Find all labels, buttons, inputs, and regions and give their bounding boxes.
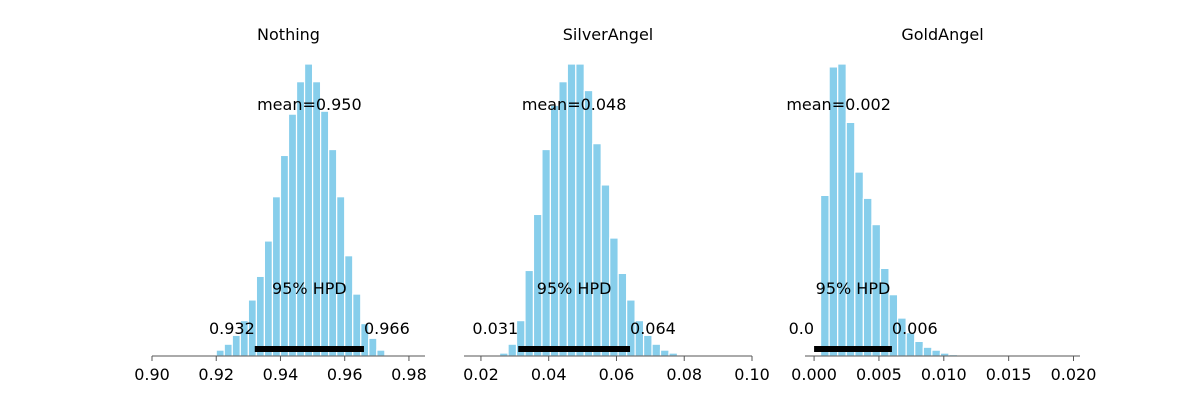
histogram-bar xyxy=(368,337,378,357)
histogram-bar xyxy=(931,349,942,357)
x-tick-label: 0.005 xyxy=(856,365,902,384)
x-tick-label: 0.020 xyxy=(1051,365,1097,384)
hpd-lower-label: 0.932 xyxy=(209,319,255,338)
histogram-bar xyxy=(376,349,386,357)
histogram-bar xyxy=(271,196,282,357)
histogram-bar xyxy=(862,197,873,357)
histogram-bar xyxy=(845,121,856,357)
histogram-bar xyxy=(600,184,611,357)
x-tick-label: 0.90 xyxy=(134,365,170,384)
hpd-lower-label: 0.0 xyxy=(789,319,814,338)
histogram-bar xyxy=(549,104,560,357)
histogram-bar xyxy=(659,349,670,357)
panel-goldangel: 0.000 0.005 0.010 0.015 0.020 GoldAngel mean=0… xyxy=(786,25,1096,384)
x-tick-label: 0.000 xyxy=(791,365,837,384)
x-tick-label: 0.92 xyxy=(198,365,234,384)
x-tick-label: 0.015 xyxy=(986,365,1032,384)
histogram-bar xyxy=(558,81,568,357)
histogram-bar xyxy=(263,240,274,357)
x-tick-label: 0.06 xyxy=(599,365,635,384)
histogram-bar xyxy=(223,343,233,357)
histogram-bar xyxy=(507,343,518,357)
histogram-bar xyxy=(819,194,830,357)
histogram-bar xyxy=(922,346,933,357)
histogram-bar xyxy=(592,143,602,357)
hpd-lower-label: 0.031 xyxy=(472,319,518,338)
panel-title: GoldAngel xyxy=(901,25,983,44)
histogram-bar xyxy=(583,89,594,357)
histogram-bar xyxy=(311,81,322,357)
panel-nothing: 0.90 0.92 0.94 0.96 0.98 Nothing mean=0.950 95%… xyxy=(134,25,427,384)
histogram-bar xyxy=(914,340,924,357)
x-tick-label: 0.04 xyxy=(531,365,567,384)
hpd-label: 95% HPD xyxy=(272,279,347,298)
histogram-bar xyxy=(279,154,290,357)
hpd-label: 95% HPD xyxy=(537,279,612,298)
histogram-bar xyxy=(336,196,346,357)
hpd-upper-label: 0.064 xyxy=(630,319,676,338)
histogram-bar xyxy=(215,349,225,357)
hpd-upper-label: 0.966 xyxy=(364,319,410,338)
histogram-bar xyxy=(524,269,535,357)
histogram-bar xyxy=(617,272,628,357)
histogram-bar xyxy=(231,334,241,357)
histogram-bar xyxy=(642,334,653,357)
hpd-upper-label: 0.006 xyxy=(892,319,938,338)
histogram-bar xyxy=(320,110,330,357)
histogram-bar xyxy=(344,255,354,357)
mean-annotation: mean=0.950 xyxy=(257,95,362,114)
mean-annotation: mean=0.048 xyxy=(522,95,627,114)
histogram-bar xyxy=(255,275,266,357)
histogram-bar xyxy=(287,113,298,357)
x-tick-label: 0.08 xyxy=(666,365,702,384)
x-tick-label: 0.010 xyxy=(921,365,967,384)
x-tick-label: 0.96 xyxy=(327,365,363,384)
histogram-bar xyxy=(651,343,662,357)
panel-title: Nothing xyxy=(257,25,320,44)
x-tick-label: 0.02 xyxy=(463,365,499,384)
hpd-label: 95% HPD xyxy=(816,279,891,298)
x-tick-label: 0.98 xyxy=(391,365,427,384)
histogram-bar xyxy=(295,81,306,357)
histogram-bar xyxy=(328,148,338,357)
panel-silverangel: 0.02 0.04 0.06 0.08 0.10 SilverAngel mean=0.04… xyxy=(463,25,770,384)
histogram-bar xyxy=(541,148,551,357)
x-tick-label: 0.94 xyxy=(263,365,299,384)
histogram-bar xyxy=(854,171,864,357)
mean-annotation: mean=0.002 xyxy=(786,95,891,114)
panel-title: SilverAngel xyxy=(563,25,653,44)
x-tick-label: 0.10 xyxy=(734,365,770,384)
